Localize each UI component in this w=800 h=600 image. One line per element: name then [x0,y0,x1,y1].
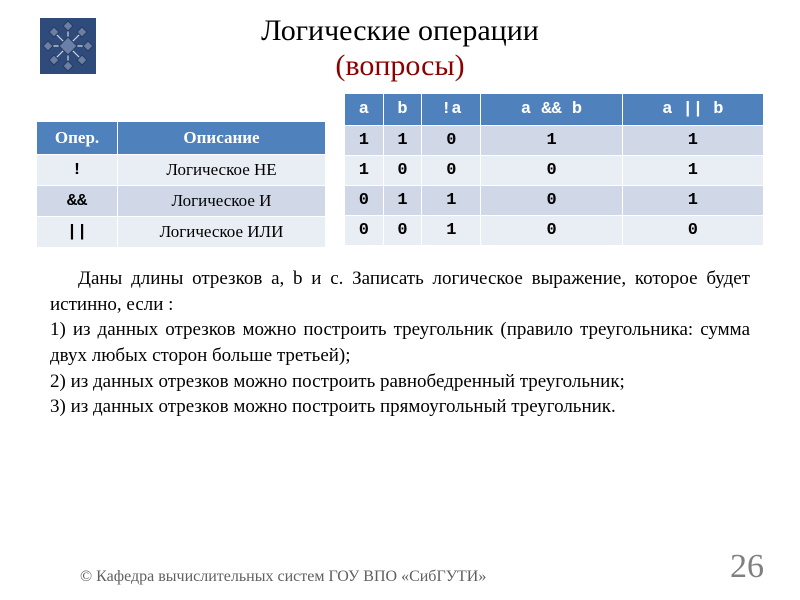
tt-cell: 1 [383,126,422,156]
op-header-1: Описание [118,122,326,155]
tt-cell: 1 [422,186,481,216]
tt-cell: 0 [383,216,422,246]
op-header-0: Опер. [37,122,118,155]
tt-header: a && b [481,94,622,126]
tt-cell: 0 [422,126,481,156]
op-cell: || [37,217,118,248]
op-row: && Логическое И [37,186,326,217]
tt-cell: 0 [422,156,481,186]
slide-footer: © Кафедра вычислительных систем ГОУ ВПО … [0,548,800,586]
tt-row: 1 1 0 1 1 [345,126,764,156]
title-line1: Логические операции [261,14,539,47]
tt-cell: 0 [345,216,384,246]
operators-table: Опер. Описание ! Логическое НЕ && Логиче… [36,121,326,248]
op-row: ! Логическое НЕ [37,155,326,186]
tt-row: 0 1 1 0 1 [345,186,764,216]
tt-cell: 0 [383,156,422,186]
slide: Логические операции (вопросы) Опер. Опис… [0,0,800,600]
tt-cell: 0 [345,186,384,216]
tt-cell: 0 [622,216,763,246]
tt-header: !a [422,94,481,126]
tt-cell: 0 [481,216,622,246]
tables-row: Опер. Описание ! Логическое НЕ && Логиче… [0,83,800,248]
op-cell: && [37,186,118,217]
intro-text: Даны длины отрезков a, b и c. Записать л… [50,266,750,317]
body-item-3: 3) из данных отрезков можно построить пр… [50,394,750,420]
page-number: 26 [730,548,764,586]
op-desc: Логическое НЕ [118,155,326,186]
tt-header: a [345,94,384,126]
tt-cell: 1 [345,156,384,186]
title-line2: (вопросы) [335,49,464,82]
tt-cell: 1 [622,186,763,216]
tt-cell: 1 [422,216,481,246]
tt-cell: 0 [481,186,622,216]
tt-row: 1 0 0 0 1 [345,156,764,186]
tt-cell: 1 [622,156,763,186]
body-item-2: 2) из данных отрезков можно построить ра… [50,369,750,395]
copyright-text: © Кафедра вычислительных систем ГОУ ВПО … [80,568,486,586]
op-desc: Логическое ИЛИ [118,217,326,248]
tt-cell: 1 [383,186,422,216]
op-desc: Логическое И [118,186,326,217]
tt-cell: 1 [622,126,763,156]
op-cell: ! [37,155,118,186]
tt-cell: 1 [481,126,622,156]
logo-icon [40,18,96,74]
op-row: || Логическое ИЛИ [37,217,326,248]
tt-cell: 1 [345,126,384,156]
slide-title: Логические операции (вопросы) [0,0,800,83]
tt-cell: 0 [481,156,622,186]
truth-table: a b !a a && b a || b 1 1 0 1 1 1 0 0 0 1 [344,93,764,246]
tt-row: 0 0 1 0 0 [345,216,764,246]
tt-header: a || b [622,94,763,126]
body-text: Даны длины отрезков a, b и c. Записать л… [0,248,800,420]
body-item-1: 1) из данных отрезков можно построить тр… [50,317,750,368]
tt-header: b [383,94,422,126]
